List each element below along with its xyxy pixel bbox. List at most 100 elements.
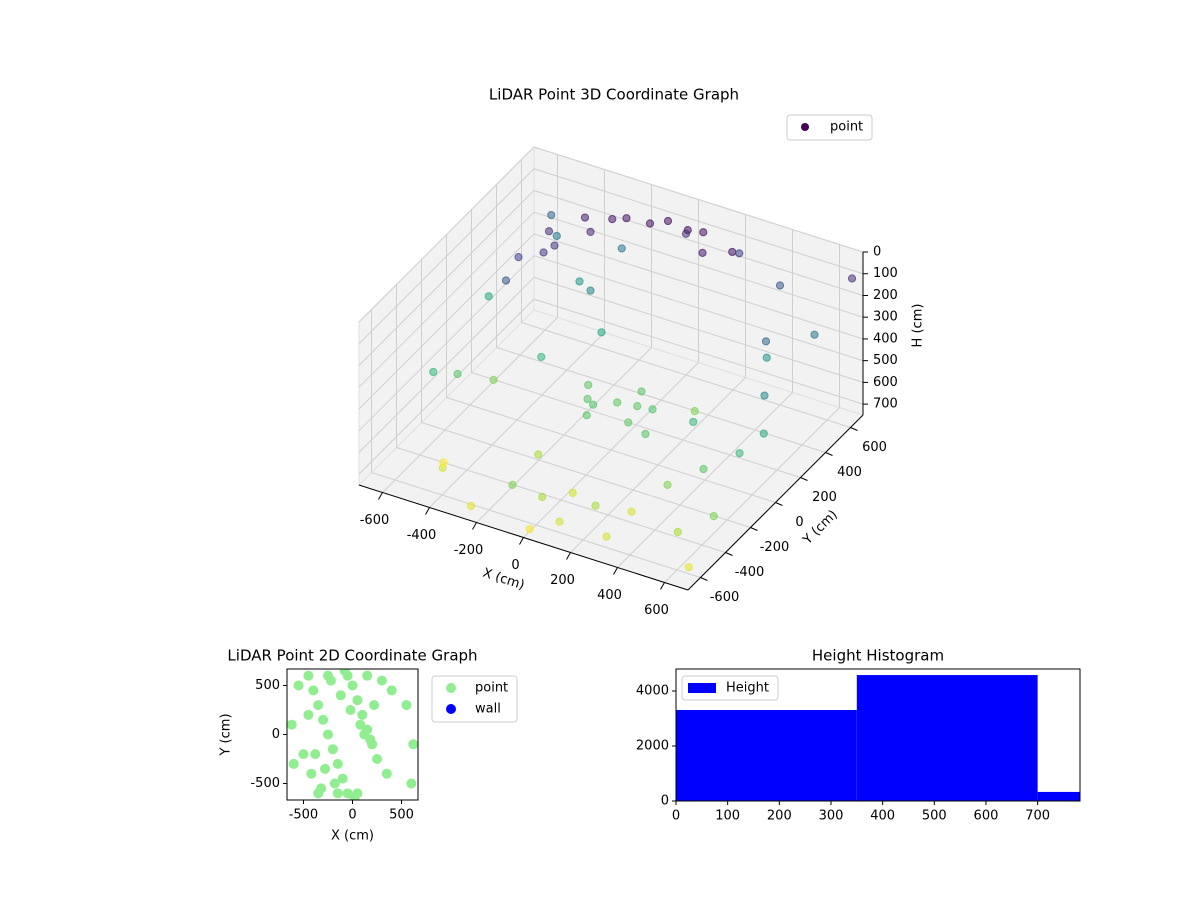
grid-line xyxy=(371,472,701,578)
point xyxy=(735,449,744,458)
z-tick-label: 400 xyxy=(873,331,898,346)
x-tick-label: 300 xyxy=(819,809,844,824)
point xyxy=(345,704,356,715)
point xyxy=(453,369,462,379)
grid-line xyxy=(533,146,864,253)
point xyxy=(408,739,418,750)
tick-mark xyxy=(472,522,477,530)
point xyxy=(310,749,321,760)
point xyxy=(501,276,511,285)
x-tick-label: 0 xyxy=(348,808,356,823)
point xyxy=(624,418,633,427)
point xyxy=(547,210,556,220)
point xyxy=(663,480,672,489)
y-tick-label: -400 xyxy=(735,565,765,580)
y-axis-label: Y (cm) xyxy=(219,713,234,756)
point xyxy=(357,709,368,720)
x-tick-label: 700 xyxy=(1025,809,1050,824)
point xyxy=(514,253,523,262)
point xyxy=(552,231,561,241)
x-tick-label: -400 xyxy=(407,528,437,543)
grid-line xyxy=(533,255,864,362)
grid-line xyxy=(358,168,535,345)
grid-line xyxy=(446,397,776,503)
y-tick-label: 500 xyxy=(255,678,280,693)
x-tick-label: 400 xyxy=(870,809,895,824)
point xyxy=(484,292,493,301)
point xyxy=(810,330,819,339)
point xyxy=(322,670,333,681)
tick-mark xyxy=(825,452,833,456)
chart-title: LiDAR Point 3D Coordinate Graph xyxy=(489,86,739,104)
point xyxy=(586,286,595,295)
grid-line xyxy=(533,233,864,340)
point xyxy=(372,754,383,765)
point xyxy=(322,729,333,740)
bar xyxy=(676,709,857,801)
point xyxy=(337,773,348,784)
tick-mark xyxy=(566,552,571,560)
x-tick-label: 500 xyxy=(922,809,947,824)
y-tick-label: 2000 xyxy=(636,739,669,754)
point xyxy=(332,758,343,769)
point xyxy=(575,277,584,286)
point xyxy=(622,214,631,223)
legend-box xyxy=(681,675,779,701)
point xyxy=(673,527,682,537)
z-tick-label: 300 xyxy=(873,310,898,325)
x-tick-label: -600 xyxy=(360,513,390,528)
tick-mark xyxy=(800,477,808,481)
point xyxy=(352,695,363,706)
tick-mark xyxy=(425,507,430,515)
point xyxy=(555,517,564,526)
point xyxy=(355,719,366,730)
point xyxy=(362,670,373,681)
point xyxy=(508,480,517,489)
z-tick-label: 600 xyxy=(873,375,898,390)
legend-label: wall xyxy=(475,702,501,717)
x-tick-label: 0 xyxy=(511,558,519,573)
grid-line xyxy=(358,190,535,366)
points xyxy=(429,210,857,572)
point xyxy=(602,532,611,541)
point xyxy=(347,680,358,691)
point xyxy=(303,709,314,720)
point xyxy=(681,229,691,238)
point xyxy=(735,249,744,258)
grid-line xyxy=(358,255,535,432)
point xyxy=(313,700,324,711)
points xyxy=(287,669,418,800)
y-tick-label: 0 xyxy=(795,515,803,530)
tick-mark xyxy=(700,577,708,581)
bar xyxy=(1037,791,1080,801)
x-tick-label: 200 xyxy=(550,573,575,588)
y-tick-label: 400 xyxy=(837,465,862,480)
grid-line xyxy=(358,277,535,453)
z-tick-label: 0 xyxy=(873,245,881,260)
y-tick-label: 200 xyxy=(812,490,837,505)
point xyxy=(699,464,708,474)
point xyxy=(775,281,785,290)
point xyxy=(550,241,559,250)
grid-line xyxy=(533,189,864,296)
tick-mark xyxy=(775,502,783,506)
point xyxy=(525,524,534,534)
x-tick-label: 500 xyxy=(389,808,414,823)
grid-line xyxy=(358,211,535,388)
legend-marker xyxy=(801,123,809,131)
legend-marker xyxy=(688,683,716,693)
point xyxy=(613,398,622,407)
point xyxy=(760,391,769,400)
grid-line xyxy=(358,146,535,323)
point xyxy=(439,458,448,467)
point xyxy=(633,402,642,411)
point xyxy=(608,215,617,224)
legend-box xyxy=(786,114,873,141)
point xyxy=(597,328,606,337)
point xyxy=(342,670,353,681)
y-tick-label: 4000 xyxy=(636,684,669,699)
point xyxy=(293,680,304,691)
point xyxy=(539,248,548,257)
point xyxy=(761,337,771,346)
